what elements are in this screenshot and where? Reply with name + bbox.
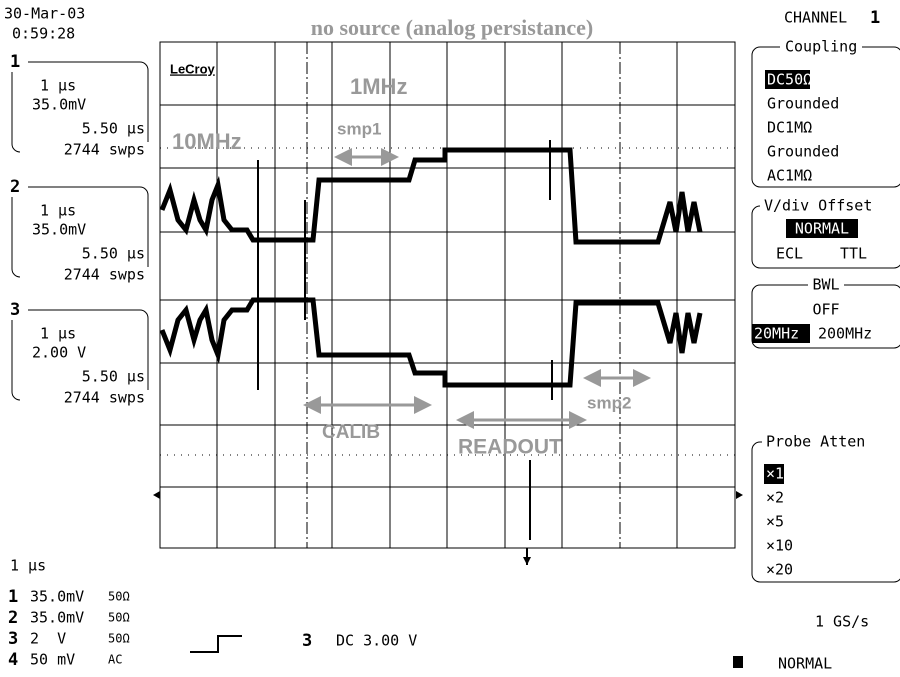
trace-sweeps: 2744 swps bbox=[64, 389, 145, 407]
menu-title: V/div Offset bbox=[764, 197, 872, 215]
title: no source (analog persistance) bbox=[311, 15, 594, 40]
channel-scale: 35.0mV bbox=[30, 588, 84, 606]
channel-scale: 50 mV bbox=[30, 651, 75, 669]
annotation: 1MHz bbox=[350, 74, 407, 99]
trace-id: 2 bbox=[10, 177, 20, 197]
trace-vdiv: 2.00 V bbox=[32, 344, 86, 362]
trace-id: 1 bbox=[10, 52, 20, 72]
menu-option[interactable]: ×5 bbox=[766, 513, 784, 531]
channel-coupling: 50Ω bbox=[108, 611, 130, 625]
trigger-mode: NORMAL bbox=[778, 655, 832, 673]
channel-coupling: AC bbox=[108, 653, 122, 667]
mode-icon bbox=[733, 656, 743, 668]
trace-delay: 5.50 µs bbox=[82, 245, 145, 263]
channel-id: 1 bbox=[8, 587, 18, 607]
trigger-source: 3 bbox=[302, 631, 312, 651]
menu-option[interactable]: NORMAL bbox=[795, 220, 849, 238]
trace-sweeps: 2744 swps bbox=[64, 141, 145, 159]
channel-id: 3 bbox=[8, 629, 18, 649]
trace-delay: 5.50 µs bbox=[82, 368, 145, 386]
menu-title: Probe Atten bbox=[766, 433, 865, 451]
trace-timebase: 1 µs bbox=[40, 325, 76, 343]
trace-id: 3 bbox=[10, 300, 20, 320]
trace-timebase: 1 µs bbox=[40, 202, 76, 220]
brand: LeCroy bbox=[170, 61, 216, 76]
menu-option[interactable]: DC1MΩ bbox=[767, 119, 812, 137]
menu-option[interactable]: ×2 bbox=[766, 489, 784, 507]
channel-id: 2 bbox=[8, 608, 18, 628]
channel-summary: 1 35.0mV 50Ω 2 35.0mV 50Ω 3 2 V 50Ω 4 50 mV AC bbox=[8, 587, 130, 670]
scope-screen: 30-Mar-03 0:59:28 no source (analog pers… bbox=[0, 0, 900, 677]
menu-option[interactable]: ECL bbox=[776, 245, 803, 263]
annotation: 10MHz bbox=[172, 129, 242, 154]
channel-coupling: 50Ω bbox=[108, 590, 130, 604]
timebase: 1 µs bbox=[10, 557, 46, 575]
menu-option[interactable]: 200MHz bbox=[818, 325, 872, 343]
menu: Coupling DC50Ω Grounded DC1MΩ Grounded A… bbox=[752, 38, 900, 583]
time: 0:59:28 bbox=[12, 25, 75, 43]
date: 30-Mar-03 bbox=[4, 5, 85, 23]
arrows bbox=[312, 157, 642, 420]
menu-option[interactable]: OFF bbox=[812, 301, 839, 319]
menu-option[interactable]: AC1MΩ bbox=[767, 167, 812, 185]
trace-vdiv: 35.0mV bbox=[32, 221, 86, 239]
annotation: smp2 bbox=[587, 393, 631, 412]
menu-option[interactable]: Grounded bbox=[767, 95, 839, 113]
menu-option[interactable]: Grounded bbox=[767, 143, 839, 161]
annotation: READOUT bbox=[458, 436, 562, 459]
sample-rate: 1 GS/s bbox=[815, 613, 869, 631]
trace-delay: 5.50 µs bbox=[82, 120, 145, 138]
channel-id: 4 bbox=[8, 650, 18, 670]
menu-title: Coupling bbox=[785, 38, 857, 56]
menu-option[interactable]: ×10 bbox=[766, 537, 793, 555]
channel-scale: 35.0mV bbox=[30, 609, 84, 627]
trace-vdiv: 35.0mV bbox=[32, 96, 86, 114]
menu-option[interactable]: ×20 bbox=[766, 561, 793, 579]
menu-option[interactable]: 20MHz bbox=[754, 325, 799, 343]
trigger-icon bbox=[190, 636, 242, 652]
trace-timebase: 1 µs bbox=[40, 77, 76, 95]
trace-sweeps: 2744 swps bbox=[64, 266, 145, 284]
waveforms bbox=[162, 140, 700, 540]
channel-label: CHANNEL bbox=[784, 9, 847, 27]
menu-option[interactable]: DC50Ω bbox=[767, 71, 812, 89]
menu-option[interactable]: TTL bbox=[840, 245, 867, 263]
channel-coupling: 50Ω bbox=[108, 632, 130, 646]
channel-scale: 2 V bbox=[30, 630, 66, 648]
annotation: CALIB bbox=[322, 422, 380, 443]
channel-number: 1 bbox=[870, 8, 880, 28]
menu-title: BWL bbox=[812, 276, 839, 294]
menu-option[interactable]: ×1 bbox=[766, 465, 784, 483]
trigger-level: DC 3.00 V bbox=[336, 632, 417, 650]
annotation: smp1 bbox=[337, 119, 381, 138]
